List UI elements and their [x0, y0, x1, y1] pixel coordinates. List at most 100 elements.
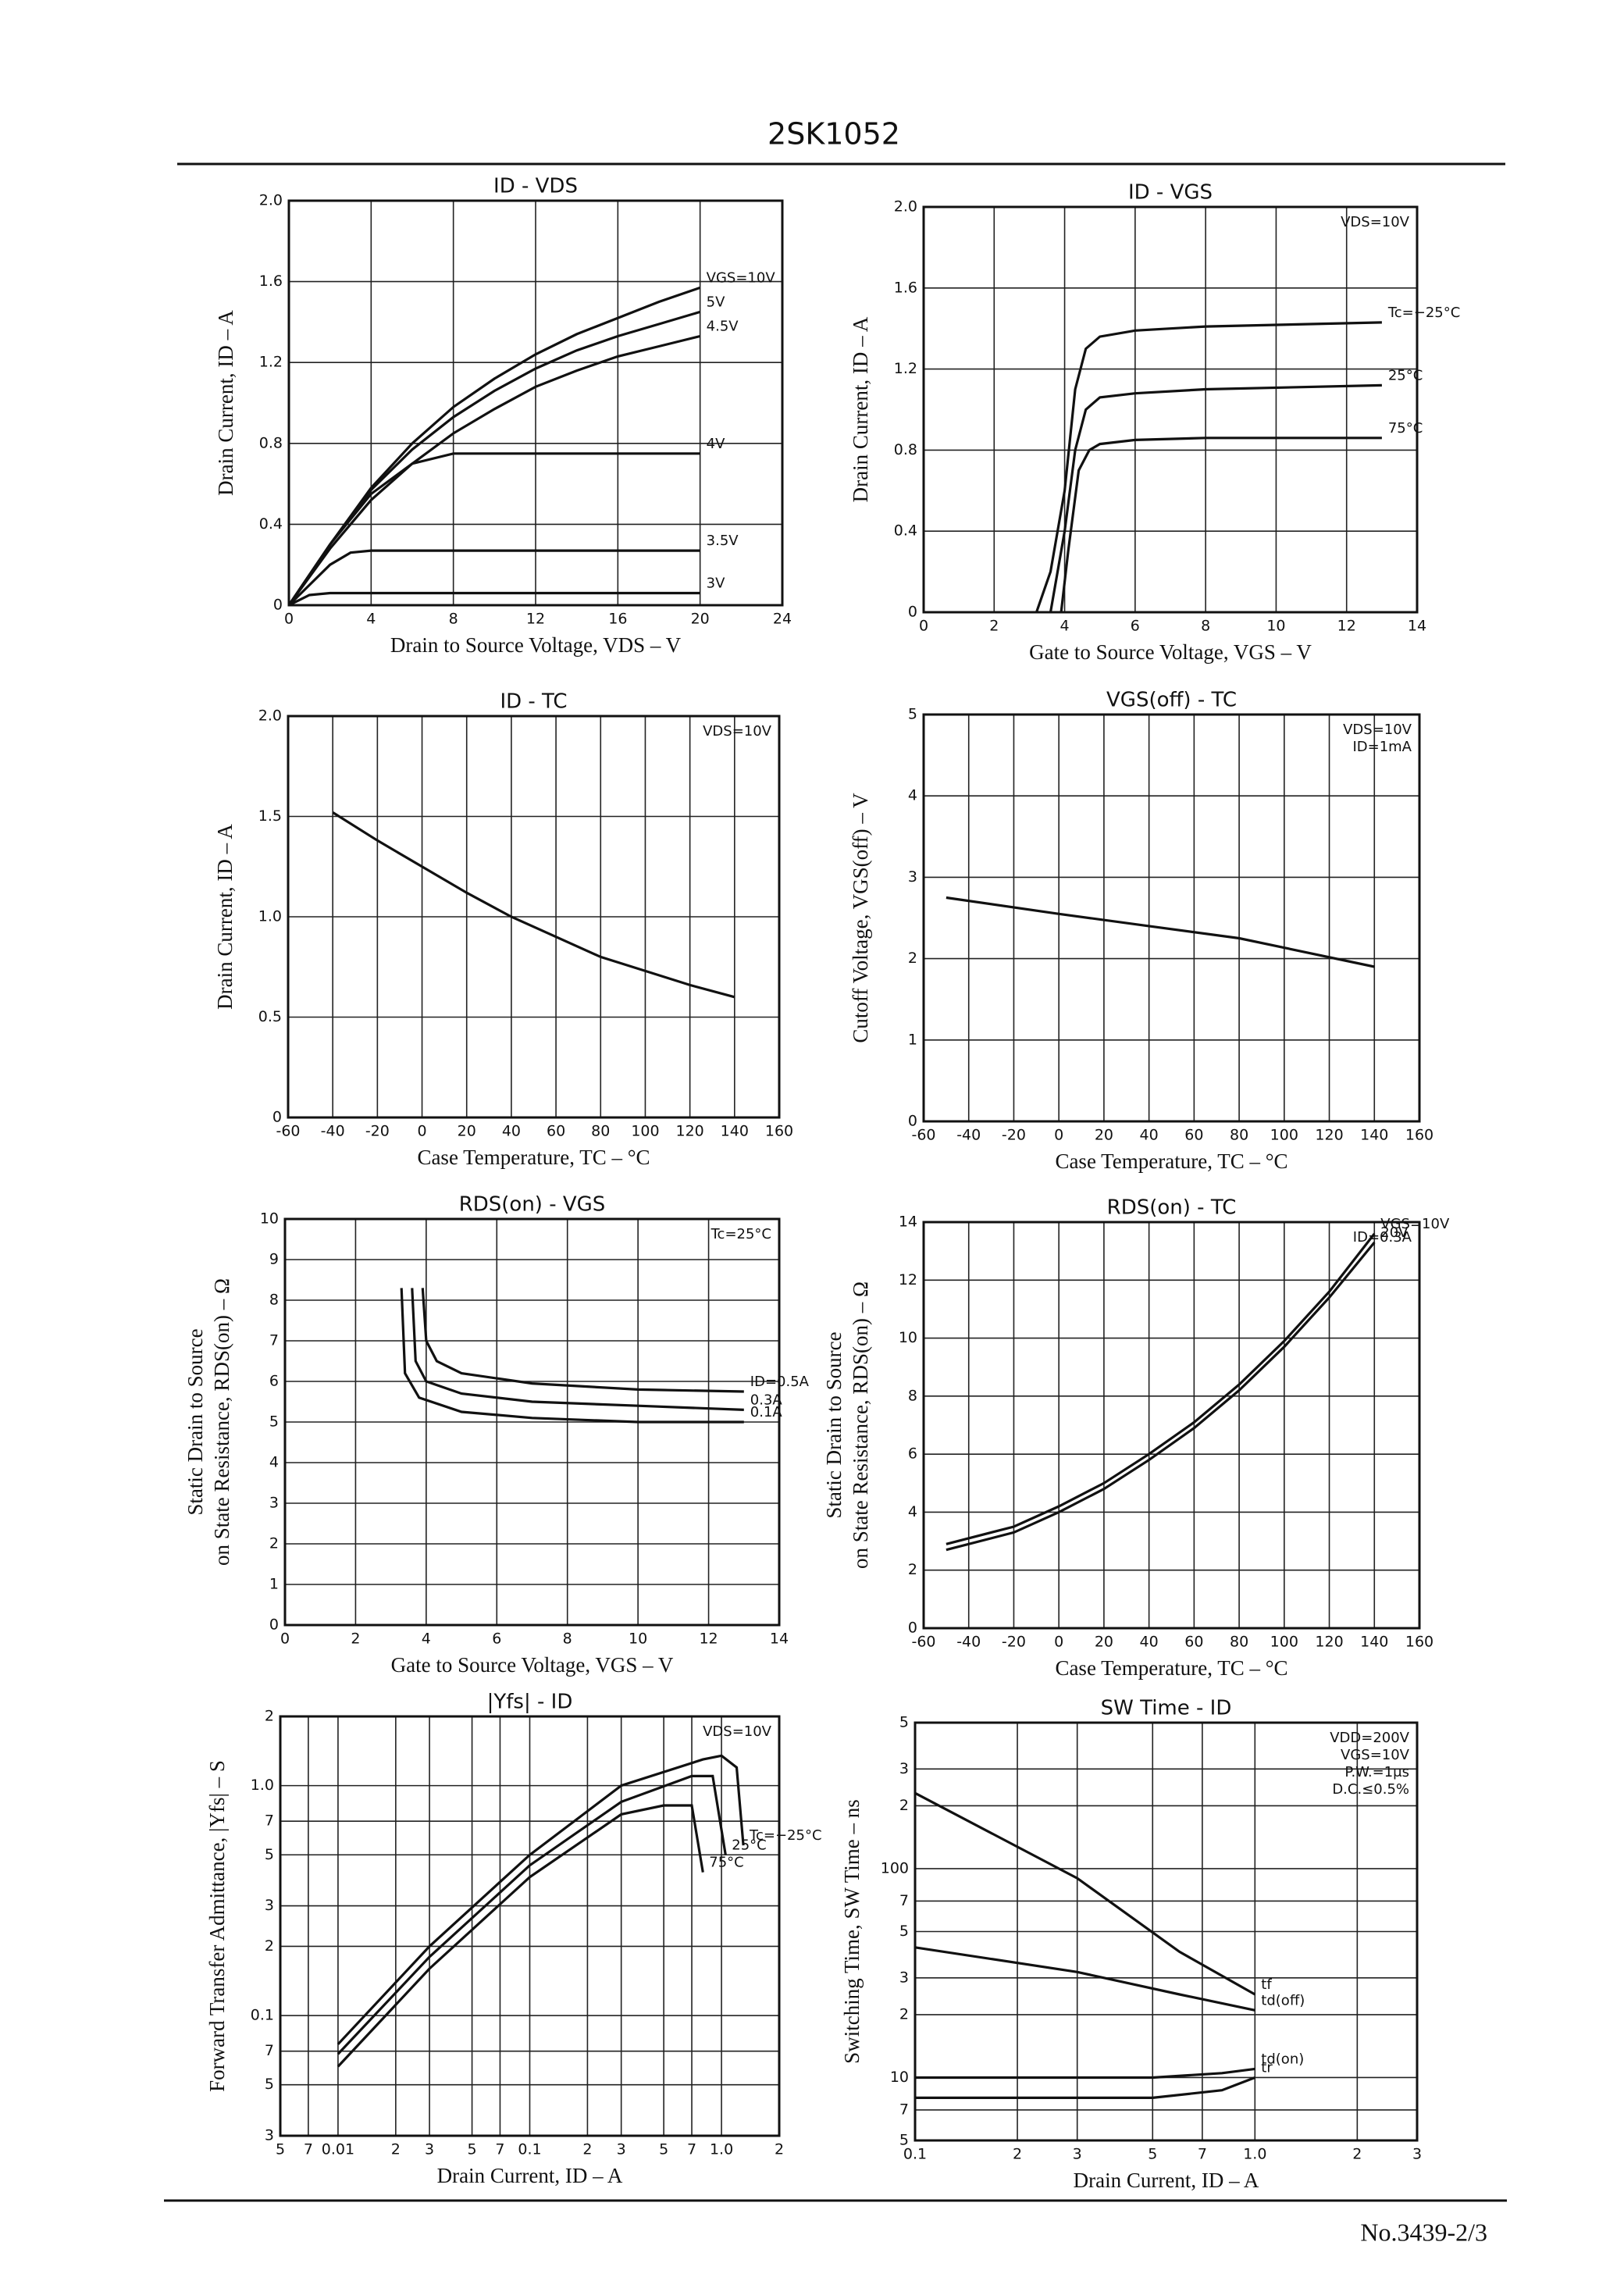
curve — [287, 549, 700, 607]
curve — [946, 1241, 1376, 1552]
x-tick-label: 7 — [495, 2141, 504, 2158]
x-tick-label: 12 — [699, 1631, 718, 1648]
x-tick-label: 3 — [425, 2141, 434, 2158]
curve — [1049, 383, 1382, 613]
x-tick-label: 3 — [1073, 2146, 1082, 2163]
y-tick-label: 5 — [899, 1714, 909, 1731]
x-tick-label: 80 — [591, 1123, 610, 1140]
x-tick-label: 20 — [1095, 1634, 1113, 1651]
annotation: ID=1mA — [1352, 739, 1412, 755]
curve-label: 0.3A — [750, 1392, 783, 1408]
x-tick-label: 100 — [631, 1123, 659, 1140]
x-tick-label: 0.1 — [518, 2141, 541, 2158]
curve-label: 4V — [707, 436, 725, 452]
curve — [914, 1791, 1256, 1996]
curve-label: td(off) — [1261, 1992, 1305, 2008]
y-axis-label: Static Drain to Source — [183, 1328, 207, 1515]
x-tick-label: 100 — [1270, 1127, 1298, 1144]
annotation: P.W.=1μs — [1344, 1764, 1409, 1780]
y-tick-label: 1.0 — [251, 1777, 274, 1794]
y-tick-label: 14 — [899, 1214, 917, 1231]
x-tick-label: 0.01 — [322, 2141, 354, 2158]
y-tick-label: 3 — [269, 1495, 279, 1512]
plot-frame — [922, 1221, 1421, 1630]
x-tick-label: 7 — [687, 2141, 696, 2158]
y-axis-label: Static Drain to Source — [822, 1331, 846, 1518]
annotation: VDS=10V — [1343, 722, 1412, 738]
x-axis-label: Case Temperature, TC – °C — [1055, 1149, 1287, 1173]
x-tick-label: 40 — [1140, 1634, 1159, 1651]
curve — [287, 286, 701, 606]
x-tick-label: -20 — [1002, 1127, 1026, 1144]
curve — [337, 1804, 704, 2068]
x-tick-label: 2 — [989, 618, 999, 635]
x-tick-label: 8 — [563, 1631, 572, 1648]
x-tick-label: 2 — [582, 2141, 592, 2158]
y-tick-label: 1.5 — [258, 807, 282, 825]
y-tick-label: 10 — [899, 1329, 917, 1346]
curve-label: tr — [1261, 2059, 1273, 2076]
annotation: VDS=10V — [703, 723, 772, 740]
y-tick-label: 9 — [269, 1251, 279, 1268]
curve-label: 5V — [707, 294, 725, 310]
x-tick-label: 8 — [1201, 618, 1210, 635]
y-axis-label: on State Resistance, RDS(on) – Ω — [849, 1281, 872, 1569]
x-tick-label: 4 — [422, 1631, 431, 1648]
y-tick-label: 2 — [899, 1797, 909, 1814]
x-tick-label: 5 — [468, 2141, 477, 2158]
x-tick-label: 0 — [417, 1123, 426, 1140]
x-tick-label: 140 — [1360, 1127, 1388, 1144]
y-tick-label: 2 — [269, 1535, 279, 1552]
plot-frame — [279, 1715, 781, 2137]
x-tick-label: 3 — [617, 2141, 626, 2158]
x-tick-label: 0 — [919, 618, 928, 635]
curve-label: ID=0.5A — [750, 1374, 810, 1390]
curve — [915, 2076, 1255, 2099]
part-number: 2SK1052 — [767, 117, 900, 151]
x-tick-label: 2 — [1013, 2146, 1022, 2163]
x-tick-label: 5 — [659, 2141, 668, 2158]
x-tick-label: 140 — [1360, 1634, 1388, 1651]
x-tick-label: 20 — [458, 1123, 476, 1140]
x-tick-label: -40 — [956, 1127, 981, 1144]
x-tick-label: 7 — [304, 2141, 313, 2158]
y-tick-label: 3 — [899, 1760, 909, 1777]
y-axis-label: Drain Current, ID – A — [213, 824, 237, 1010]
x-tick-label: 0 — [280, 1631, 290, 1648]
chart-title: ID - VGS — [1128, 181, 1213, 205]
x-tick-label: 8 — [449, 611, 458, 628]
x-tick-label: 12 — [526, 611, 545, 628]
x-tick-label: 120 — [676, 1123, 704, 1140]
x-axis-label: Drain to Source Voltage, VDS – V — [390, 633, 682, 657]
y-tick-label: 4 — [269, 1454, 279, 1471]
x-axis-label: Gate to Source Voltage, VGS – V — [391, 1653, 674, 1677]
x-tick-label: -60 — [911, 1634, 935, 1651]
y-tick-label: 0 — [908, 1620, 917, 1637]
y-axis-label: Drain Current, ID – A — [214, 310, 237, 496]
y-tick-label: 7 — [265, 2042, 274, 2059]
x-tick-label: 5 — [276, 2141, 285, 2158]
x-tick-label: 3 — [1412, 2146, 1422, 2163]
y-tick-label: 0.4 — [259, 515, 283, 533]
y-tick-label: 7 — [899, 1892, 909, 1909]
x-tick-label: 2 — [351, 1631, 360, 1648]
y-tick-label: 2.0 — [894, 198, 917, 216]
curve — [1035, 321, 1382, 613]
x-tick-label: -20 — [1002, 1634, 1026, 1651]
x-tick-label: 20 — [1095, 1127, 1113, 1144]
annotation: VDS=10V — [1341, 214, 1410, 230]
y-tick-label: 4 — [908, 1503, 917, 1520]
plot-frame — [287, 715, 781, 1119]
plot-frame — [914, 1721, 1419, 2142]
curve-label: Tc=−25°C — [1387, 305, 1460, 321]
y-tick-label: 0.5 — [258, 1008, 282, 1025]
y-tick-label: 5 — [269, 1413, 279, 1431]
curve-label: 75°C — [1388, 420, 1423, 437]
curve-label: 0.1A — [750, 1404, 783, 1420]
chart-title: VGS(off) - TC — [1106, 689, 1237, 712]
y-tick-label: 0 — [272, 1109, 282, 1126]
curve — [946, 896, 1375, 968]
curve — [337, 1754, 745, 2045]
x-tick-label: 160 — [1405, 1127, 1433, 1144]
x-tick-label: 5 — [1148, 2146, 1157, 2163]
